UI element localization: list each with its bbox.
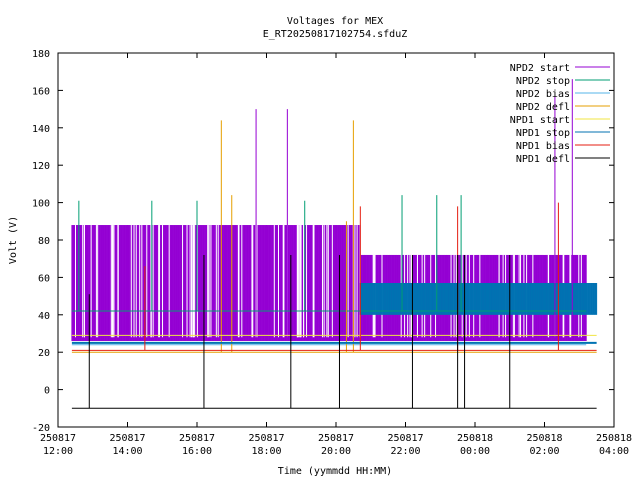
series-npd2-start xyxy=(71,225,587,341)
x-tick-date: 250818 xyxy=(457,433,493,444)
series-npd1-defl xyxy=(71,254,597,409)
x-tick-time: 18:00 xyxy=(251,446,281,457)
chart-subtitle: E_RT20250817102754.sfduZ xyxy=(263,29,408,40)
legend-label: NPD1 bias xyxy=(516,141,570,152)
y-tick-label: 0 xyxy=(44,386,50,397)
x-tick-date: 250817 xyxy=(109,433,145,444)
x-tick-date: 250817 xyxy=(318,433,354,444)
x-tick-date: 250817 xyxy=(248,433,284,444)
y-tick-label: 40 xyxy=(38,311,50,322)
x-tick-date: 250818 xyxy=(526,433,562,444)
y-tick-label: 20 xyxy=(38,348,50,359)
legend-label: NPD1 start xyxy=(510,115,570,126)
x-tick-time: 20:00 xyxy=(321,446,351,457)
x-tick-time: 00:00 xyxy=(460,446,490,457)
y-tick-label: 100 xyxy=(32,199,50,210)
series-npd2-defl xyxy=(71,120,597,353)
x-tick-date: 250817 xyxy=(387,433,423,444)
x-tick-time: 22:00 xyxy=(390,446,420,457)
y-tick-label: 160 xyxy=(32,86,50,97)
series-npd2-stop xyxy=(71,195,587,312)
x-axis: 250817 12:00 250817 14:00 250817 16:00 250817 1… xyxy=(40,53,632,457)
x-tick-date: 250817 xyxy=(40,433,76,444)
series-npd2-start xyxy=(255,79,573,340)
y-tick-label: -20 xyxy=(32,423,50,434)
x-tick-time: 14:00 xyxy=(112,446,142,457)
x-tick-time: 04:00 xyxy=(599,446,629,457)
y-axis: -20 0 20 40 60 80 100 120 140 160 180 xyxy=(32,49,614,434)
y-axis-label: Volt (V) xyxy=(8,216,19,264)
legend-label: NPD1 stop xyxy=(516,128,570,139)
legend-label: NPD2 start xyxy=(510,63,570,74)
series-npd1-stop-band xyxy=(359,283,598,315)
legend-label: NPD2 defl xyxy=(516,102,570,113)
y-tick-label: 120 xyxy=(32,161,50,172)
legend-label: NPD2 bias xyxy=(516,89,570,100)
chart-title: Voltages for MEX xyxy=(287,16,383,27)
data-layer xyxy=(71,79,598,409)
y-tick-label: 60 xyxy=(38,273,50,284)
legend-label: NPD2 stop xyxy=(516,76,570,87)
x-tick-date: 250818 xyxy=(596,433,632,444)
x-tick-time: 02:00 xyxy=(529,446,559,457)
y-tick-label: 80 xyxy=(38,236,50,247)
legend: NPD2 start NPD2 stop NPD2 bias NPD2 defl NPD… xyxy=(510,63,610,165)
x-tick-time: 16:00 xyxy=(182,446,212,457)
x-tick-date: 250817 xyxy=(179,433,215,444)
y-tick-label: 180 xyxy=(32,49,50,60)
y-tick-label: 140 xyxy=(32,124,50,135)
x-axis-label: Time (yymmdd HH:MM) xyxy=(278,466,392,477)
legend-label: NPD1 defl xyxy=(516,154,570,165)
x-tick-time: 12:00 xyxy=(43,446,73,457)
